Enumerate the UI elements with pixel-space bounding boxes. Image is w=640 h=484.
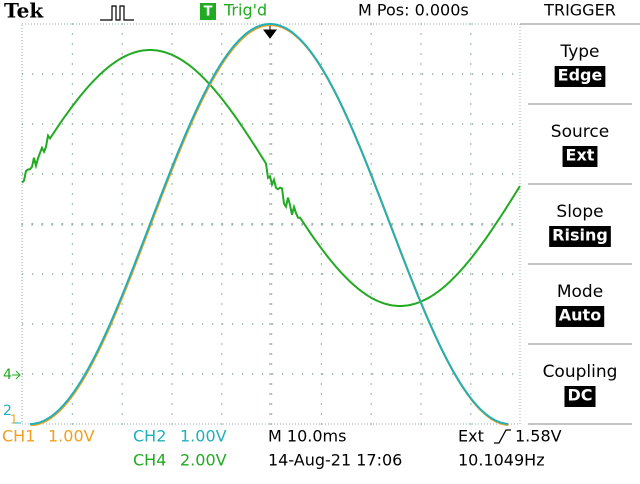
menu-value: Edge	[558, 66, 603, 85]
ch1-marker: 1	[10, 413, 18, 427]
trigger-status: Trig'd	[223, 1, 267, 20]
ch2-scale: 1.00V	[180, 427, 227, 446]
menu-title: TRIGGER	[543, 1, 616, 20]
menu-value: Rising	[552, 226, 608, 245]
ch4-trace	[21, 49, 521, 307]
acquisition-icon	[100, 5, 134, 21]
menu-value-box	[555, 306, 605, 327]
trigger-menu: Type Edge Source Ext Slope Rising Mode Auto Coup…	[520, 23, 640, 425]
ch2-trace	[29, 22, 509, 425]
menu-value-box	[562, 146, 598, 167]
brand: Tek	[4, 0, 44, 23]
menu-value-box	[554, 66, 606, 87]
trigger-position-marker	[263, 26, 277, 39]
menu-label: Coupling	[543, 362, 618, 382]
date-time: 14-Aug-21 17:06	[268, 451, 402, 470]
menu-label: Mode	[557, 282, 603, 302]
ch1-label: CH1	[2, 427, 35, 446]
ch4-marker: 4	[3, 367, 12, 383]
menu-value: DC	[567, 386, 592, 405]
horizontal-position: M Pos: 0.000s	[358, 1, 469, 20]
menu-value: Auto	[559, 306, 601, 325]
grid-dots	[22, 23, 514, 425]
trigger-badge-box	[200, 3, 216, 20]
trigger-level: 1.58V	[515, 427, 562, 446]
trigger-badge: T	[204, 5, 213, 20]
trigger-source: Ext	[458, 427, 484, 446]
menu-label: Type	[559, 42, 599, 62]
ch2-label: CH2	[133, 427, 166, 446]
menu-value-box	[564, 386, 596, 407]
timebase: M 10.0ms	[268, 427, 346, 446]
menu-value-box	[549, 226, 611, 247]
ch4-arrow	[12, 370, 21, 380]
ch1-scale: 1.00V	[48, 427, 95, 446]
ch4-label: CH4	[133, 451, 166, 470]
ch2-marker: 2	[3, 403, 12, 419]
slope-icon	[494, 429, 511, 444]
frequency: 10.1049Hz	[458, 451, 545, 470]
menu-value: Ext	[566, 146, 595, 165]
ch4-scale: 2.00V	[180, 451, 227, 470]
menu-label: Source	[551, 122, 609, 142]
menu-label: Slope	[556, 202, 603, 222]
